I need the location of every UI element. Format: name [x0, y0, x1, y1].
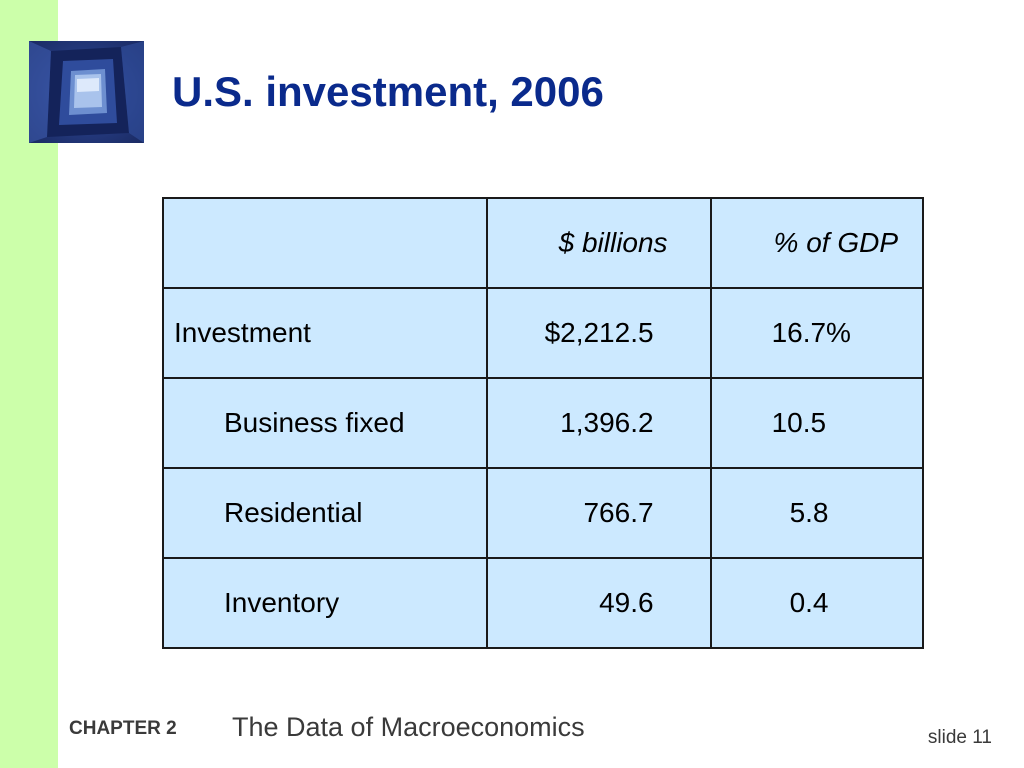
table-row: Investment $2,212.5 16.7% [161, 287, 925, 379]
cell-pct-gdp: 16.7% [709, 287, 925, 379]
window-graphic [29, 41, 144, 143]
investment-table: $ billions % of GDP Investment $2,212.5 … [161, 197, 925, 649]
table-row: Residential 766.7 5.8 [161, 467, 925, 559]
chapter-logo-image [29, 41, 144, 143]
cell-billions: 1,396.2 [486, 377, 712, 469]
header-cell-empty [161, 197, 489, 289]
row-label-business-fixed: Business fixed [161, 377, 489, 469]
header-billions: $ billions [486, 197, 712, 289]
row-label-investment: Investment [161, 287, 489, 379]
cell-billions: 766.7 [486, 467, 712, 559]
footer-chapter-label: CHAPTER 2 [69, 718, 177, 739]
footer-subject-title: The Data of Macroeconomics [232, 712, 585, 742]
cell-billions: $2,212.5 [486, 287, 712, 379]
row-label-inventory: Inventory [161, 557, 489, 649]
table-row: Inventory 49.6 0.4 [161, 557, 925, 649]
cell-billions: 49.6 [486, 557, 712, 649]
slide-title: U.S. investment, 2006 [172, 68, 604, 115]
cell-pct-gdp: 0.4 [709, 557, 925, 649]
cell-pct-gdp: 5.8 [709, 467, 925, 559]
footer-slide-number: slide 11 [927, 727, 992, 748]
row-label-residential: Residential [161, 467, 489, 559]
cell-pct-gdp: 10.5 [709, 377, 925, 469]
table-header-row: $ billions % of GDP [161, 197, 925, 289]
table-row: Business fixed 1,396.2 10.5 [161, 377, 925, 469]
header-pct-gdp: % of GDP [709, 197, 925, 289]
